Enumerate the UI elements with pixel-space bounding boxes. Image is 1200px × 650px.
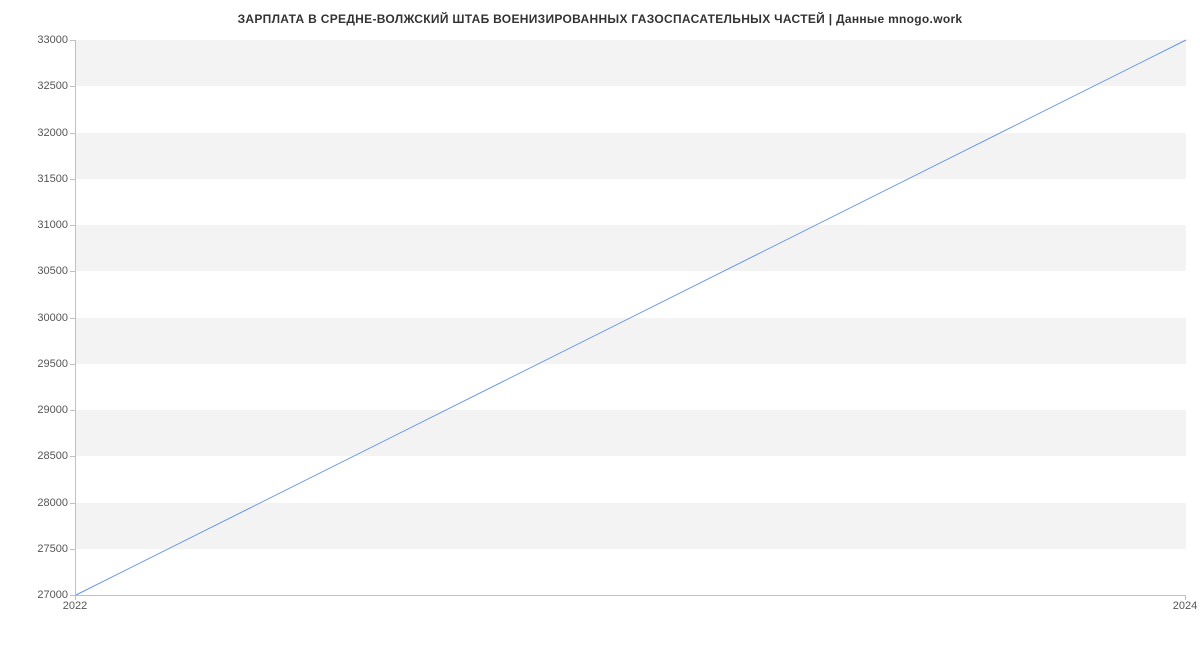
y-tick (70, 456, 75, 457)
x-tick-label: 2022 (63, 600, 87, 612)
y-tick (70, 225, 75, 226)
y-tick-label: 28000 (8, 497, 68, 509)
y-tick-label: 31000 (8, 219, 68, 231)
salary-line-chart: ЗАРПЛАТА В СРЕДНЕ-ВОЛЖСКИЙ ШТАБ ВОЕНИЗИР… (0, 0, 1200, 650)
y-tick-label: 30500 (8, 265, 68, 277)
y-tick-label: 29500 (8, 358, 68, 370)
y-tick (70, 133, 75, 134)
y-tick (70, 86, 75, 87)
y-tick-label: 32000 (8, 127, 68, 139)
y-tick (70, 179, 75, 180)
x-tick-label: 2024 (1173, 600, 1197, 612)
y-tick-label: 30000 (8, 312, 68, 324)
y-tick (70, 40, 75, 41)
plot-area (75, 40, 1186, 596)
y-tick-label: 29000 (8, 404, 68, 416)
y-tick-label: 28500 (8, 450, 68, 462)
series-line (76, 40, 1186, 595)
x-tick (1185, 595, 1186, 600)
y-tick (70, 549, 75, 550)
y-tick (70, 318, 75, 319)
line-layer (76, 40, 1186, 595)
y-tick (70, 364, 75, 365)
y-tick (70, 410, 75, 411)
x-tick (75, 595, 76, 600)
y-tick (70, 271, 75, 272)
y-tick-label: 33000 (8, 34, 68, 46)
y-tick (70, 503, 75, 504)
chart-title: ЗАРПЛАТА В СРЕДНЕ-ВОЛЖСКИЙ ШТАБ ВОЕНИЗИР… (0, 0, 1200, 26)
y-tick-label: 27500 (8, 543, 68, 555)
y-tick-label: 31500 (8, 173, 68, 185)
y-tick-label: 27000 (8, 589, 68, 601)
y-tick-label: 32500 (8, 80, 68, 92)
